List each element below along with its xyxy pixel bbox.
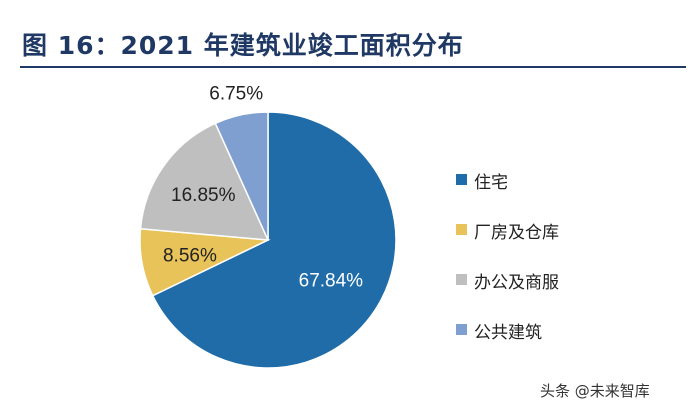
watermark: 头条 @未来智库 xyxy=(540,382,650,400)
legend-label: 厂房及仓库 xyxy=(474,223,559,243)
legend-label: 办公及商服 xyxy=(474,273,559,293)
legend-label: 住宅 xyxy=(474,173,508,193)
title-rule xyxy=(20,66,686,68)
pie-slice-4 xyxy=(214,111,269,241)
data-label-3: 16.85% xyxy=(171,185,236,206)
legend-item-4: 公共建筑 xyxy=(456,318,559,343)
data-label-1: 67.84% xyxy=(299,270,364,291)
legend-swatch xyxy=(456,224,467,235)
legend-label: 公共建筑 xyxy=(474,323,542,343)
legend-swatch xyxy=(456,174,467,185)
data-label-4: 6.75% xyxy=(209,83,263,104)
data-label-2: 8.56% xyxy=(163,245,217,266)
legend-item-1: 住宅 xyxy=(456,168,559,193)
legend: 住宅厂房及仓库办公及商服公共建筑 xyxy=(456,168,559,368)
pie-slice-3 xyxy=(139,122,270,241)
legend-swatch xyxy=(456,324,467,335)
legend-item-2: 厂房及仓库 xyxy=(456,218,559,243)
legend-item-3: 办公及商服 xyxy=(456,268,559,293)
chart-title: 图 16：2021 年建筑业竣工面积分布 xyxy=(22,31,464,60)
pie-slice-1 xyxy=(151,111,397,369)
legend-swatch xyxy=(456,274,467,285)
